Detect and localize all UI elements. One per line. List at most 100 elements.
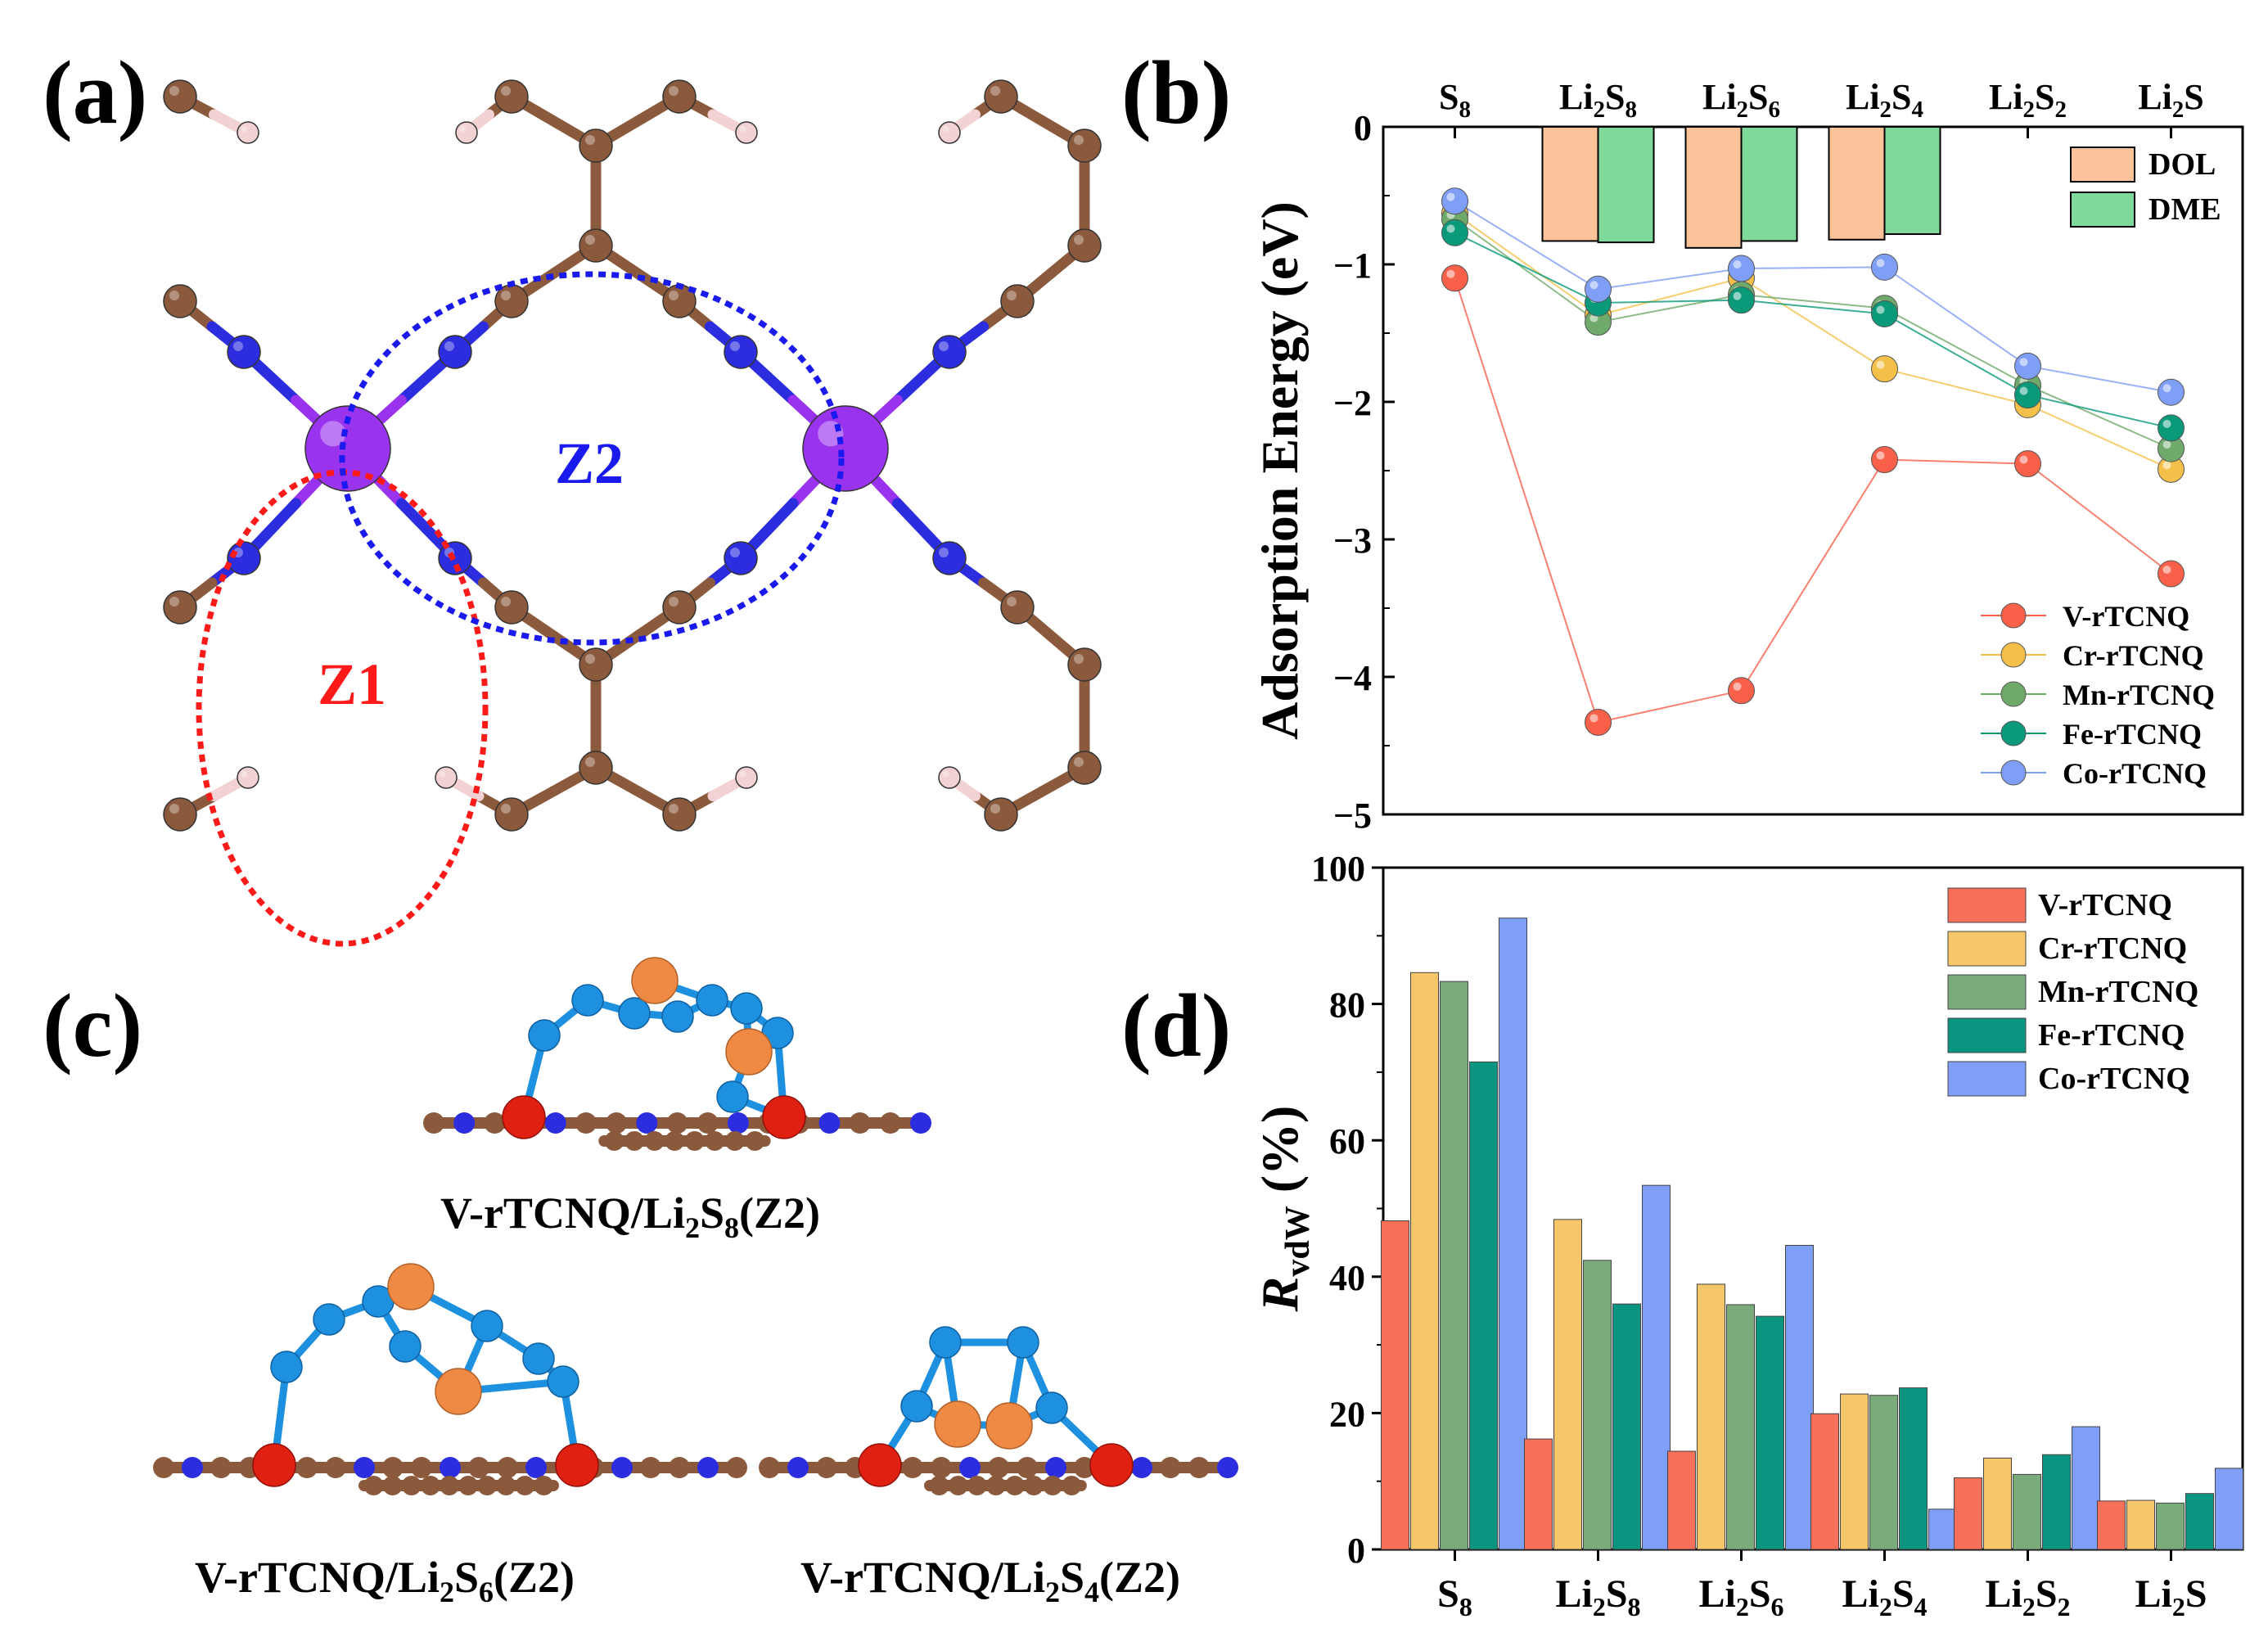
atom-carbon [662, 590, 697, 625]
atom-highlight [501, 597, 511, 607]
data-point-fe-rtcnq [2014, 381, 2041, 409]
atom-metal [802, 405, 889, 492]
vanadium-atom [858, 1443, 902, 1487]
bar-v-rtcnq [1954, 1477, 1982, 1550]
atom-nitrogen [724, 541, 758, 575]
panel-label-b: (b) [1121, 43, 1231, 142]
legend-label-fe-rtcnq: Fe-rTCNQ [2038, 1018, 2185, 1053]
slab-atom [515, 1476, 535, 1495]
atom-carbon [1000, 590, 1035, 625]
sulfur-atom [1035, 1391, 1068, 1424]
rvdw-bar-chart: 0 20 40 60 80 100 RvdW (%) S8 Li2S8 Li2S6 Li2S4 Li2… [1251, 849, 2244, 1621]
legend-label-v-rtcnq: V-rTCNQ [2038, 888, 2172, 922]
data-point-highlight [2162, 566, 2171, 574]
atom-hydrogen [455, 121, 478, 144]
x-tick-label-d: S8 [1437, 1572, 1472, 1621]
series-line-cr-rtcnq [1454, 213, 2171, 471]
atom-carbon [579, 751, 613, 785]
slab-atom [931, 1457, 952, 1478]
bar-mn-rtcnq [2156, 1502, 2185, 1550]
slab-atom [636, 1112, 658, 1134]
atom-highlight [459, 125, 467, 133]
data-point-highlight [1876, 360, 1885, 369]
atom-nitrogen [227, 335, 261, 369]
atom-highlight [585, 654, 595, 664]
slab-atom [816, 1457, 837, 1478]
zone1-label: Z1 [318, 652, 386, 717]
bar-mn-rtcnq [1726, 1304, 1755, 1550]
data-point-v-rtcnq [2158, 560, 2185, 588]
bar-fe-rtcnq [1469, 1061, 1498, 1550]
bar-mn-rtcnq [1440, 981, 1468, 1550]
atom-highlight [739, 770, 746, 778]
bar-co-rtcnq [2072, 1426, 2100, 1550]
sulfur-atom [1007, 1326, 1039, 1359]
data-point-fe-rtcnq [1441, 219, 1468, 246]
atom-carbon [494, 590, 529, 625]
sulfur-atom [661, 1000, 694, 1033]
atom-highlight [169, 86, 179, 96]
bar-co-rtcnq [1499, 918, 1527, 1550]
atom-carbon [579, 647, 613, 682]
slab-atom [606, 1112, 628, 1134]
slab-atom [534, 1476, 554, 1495]
atom-hydrogen [735, 121, 758, 144]
slab-atom [724, 1131, 745, 1151]
data-point-v-rtcnq [2014, 450, 2041, 478]
y-tick-label-b: −3 [1333, 521, 1372, 561]
bar-cr-rtcnq [1697, 1283, 1725, 1550]
lithium-atom [631, 957, 679, 1004]
legend-label-cr-rtcnq: Cr-rTCNQ [2038, 931, 2187, 966]
lithium-atom [934, 1400, 981, 1448]
slab-atom [1217, 1457, 1238, 1478]
atom-highlight [585, 235, 595, 245]
legend-marker-v-rtcnq [2000, 602, 2027, 629]
bar-mn-rtcnq [1869, 1395, 1898, 1550]
data-point-co-rtcnq [1585, 275, 1612, 303]
bar-v-rtcnq [1381, 1220, 1409, 1550]
slab-atom [153, 1457, 174, 1478]
atom-carbon [1000, 284, 1035, 318]
slab-atom [818, 1112, 841, 1134]
slab-atom [484, 1112, 506, 1134]
structure-label-li2s4: V-rTCNQ/Li2S4(Z2) [800, 1553, 1180, 1608]
sulfur-atom [618, 997, 651, 1030]
slab-atom [1131, 1457, 1152, 1478]
solvent-bar-dol [1684, 126, 1743, 249]
slab-atom [967, 1476, 987, 1495]
atom-carbon [1067, 129, 1102, 163]
legend-label-mn-rtcnq: Mn-rTCNQ [2063, 679, 2215, 711]
vanadium-atom [502, 1095, 546, 1139]
legend-label-dol: DOL [2149, 147, 2216, 182]
atom-highlight [444, 341, 454, 351]
bar-co-rtcnq [2215, 1468, 2243, 1550]
y-tick-label-d: 20 [1329, 1394, 1365, 1434]
lithium-atom [387, 1263, 435, 1310]
atom-highlight [1074, 757, 1084, 767]
bar-mn-rtcnq [2013, 1473, 2041, 1550]
legend-label-co-rtcnq: Co-rTCNQ [2063, 757, 2207, 790]
bar-fe-rtcnq [1612, 1303, 1641, 1550]
slab-atom [1004, 1476, 1025, 1495]
atom-highlight [1074, 654, 1084, 664]
legend-swatch-v-rtcnq [1947, 887, 2027, 923]
slab-atom [624, 1131, 645, 1151]
atom-highlight [169, 291, 179, 300]
slab-atom [727, 1112, 749, 1134]
atom-highlight [1074, 135, 1084, 145]
sulfur-atom [547, 1365, 579, 1398]
slab-atom [759, 1457, 780, 1478]
y-tick-label-b: −5 [1333, 796, 1372, 836]
slab-atom [959, 1457, 981, 1478]
data-point-co-rtcnq [1728, 255, 1755, 282]
legend-swatch-co-rtcnq [1947, 1061, 2027, 1097]
structure-c: V-rTCNQ/Li2S8(Z2) V-rTCNQ/Li2S6(Z2) V-rT… [153, 957, 1238, 1608]
atom-carbon [1067, 228, 1102, 263]
slab-atom [468, 1457, 489, 1478]
atom-carbon [494, 79, 529, 114]
atom-carbon [579, 129, 613, 163]
sulfur-atom [571, 984, 604, 1017]
panel-label-c: (c) [43, 976, 142, 1076]
slab-atom [401, 1476, 422, 1495]
atom-highlight [942, 125, 949, 133]
